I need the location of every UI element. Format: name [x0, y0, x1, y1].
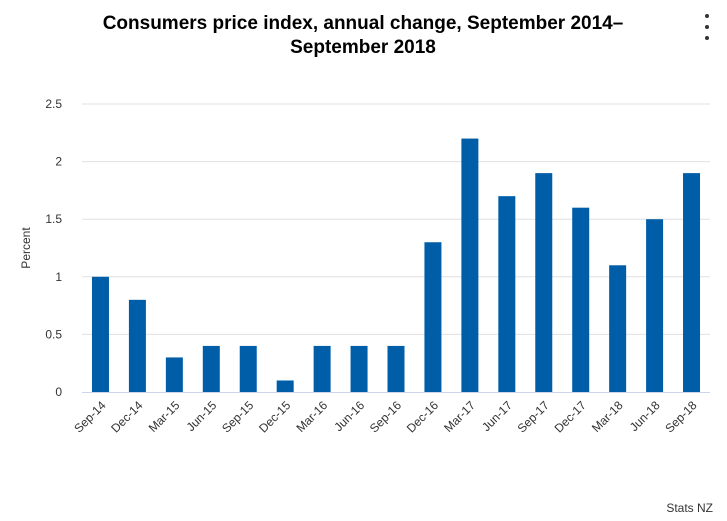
y-tick-label: 0 — [55, 385, 62, 399]
x-axis-ticks: Sep-14 Dec-14 Mar-15 Jun-15 Sep-15 Dec-15 Mar-… — [71, 398, 700, 435]
y-axis-label: Percent — [19, 227, 33, 269]
bar — [387, 345, 405, 392]
bar — [128, 299, 146, 392]
y-tick-label: 1.5 — [45, 212, 62, 226]
x-tick-label: Jun-17 — [479, 398, 515, 434]
x-tick-label: Dec-17 — [552, 398, 589, 435]
y-axis-ticks: 0 0.5 1 1.5 2 2.5 — [45, 97, 62, 399]
menu-dot — [705, 25, 709, 29]
x-tick-label: Dec-15 — [256, 398, 293, 435]
bar-series — [91, 138, 701, 392]
more-vertical-icon[interactable] — [702, 14, 712, 40]
x-tick-label: Dec-16 — [404, 398, 441, 435]
x-tick-label: Mar-15 — [146, 398, 183, 435]
x-tick-label: Sep-15 — [219, 398, 256, 435]
bar — [239, 345, 257, 392]
x-tick-label: Mar-17 — [441, 398, 478, 435]
bar — [683, 173, 701, 392]
x-tick-label: Mar-18 — [589, 398, 626, 435]
bar — [646, 219, 664, 392]
bar — [572, 207, 590, 392]
bar — [165, 357, 183, 392]
bar — [313, 345, 331, 392]
y-tick-label: 2.5 — [45, 97, 62, 111]
menu-dot — [705, 14, 709, 18]
bar — [350, 345, 368, 392]
bar — [498, 196, 516, 392]
y-tick-label: 1 — [55, 270, 62, 284]
bar — [535, 173, 553, 392]
y-tick-label: 2 — [55, 155, 62, 169]
menu-dot — [705, 36, 709, 40]
x-tick-label: Sep-16 — [367, 398, 404, 435]
x-tick-label: Jun-18 — [627, 398, 663, 434]
x-tick-label: Mar-16 — [293, 398, 330, 435]
y-tick-label: 0.5 — [45, 327, 62, 341]
x-tick-label: Sep-14 — [71, 398, 108, 435]
bar — [91, 276, 109, 392]
bar — [609, 265, 627, 392]
x-tick-label: Dec-14 — [108, 398, 145, 435]
x-tick-label: Sep-17 — [515, 398, 552, 435]
bar — [461, 138, 479, 392]
x-tick-label: Jun-16 — [331, 398, 367, 434]
chart-title: Consumers price index, annual change, Se… — [102, 13, 624, 58]
bar — [202, 345, 220, 392]
x-tick-label: Jun-15 — [184, 398, 220, 434]
source-credit[interactable]: Stats NZ — [666, 501, 713, 515]
bar — [276, 380, 294, 392]
gridlines — [82, 103, 710, 335]
x-tick-label: Sep-18 — [662, 398, 699, 435]
bar — [424, 242, 442, 392]
